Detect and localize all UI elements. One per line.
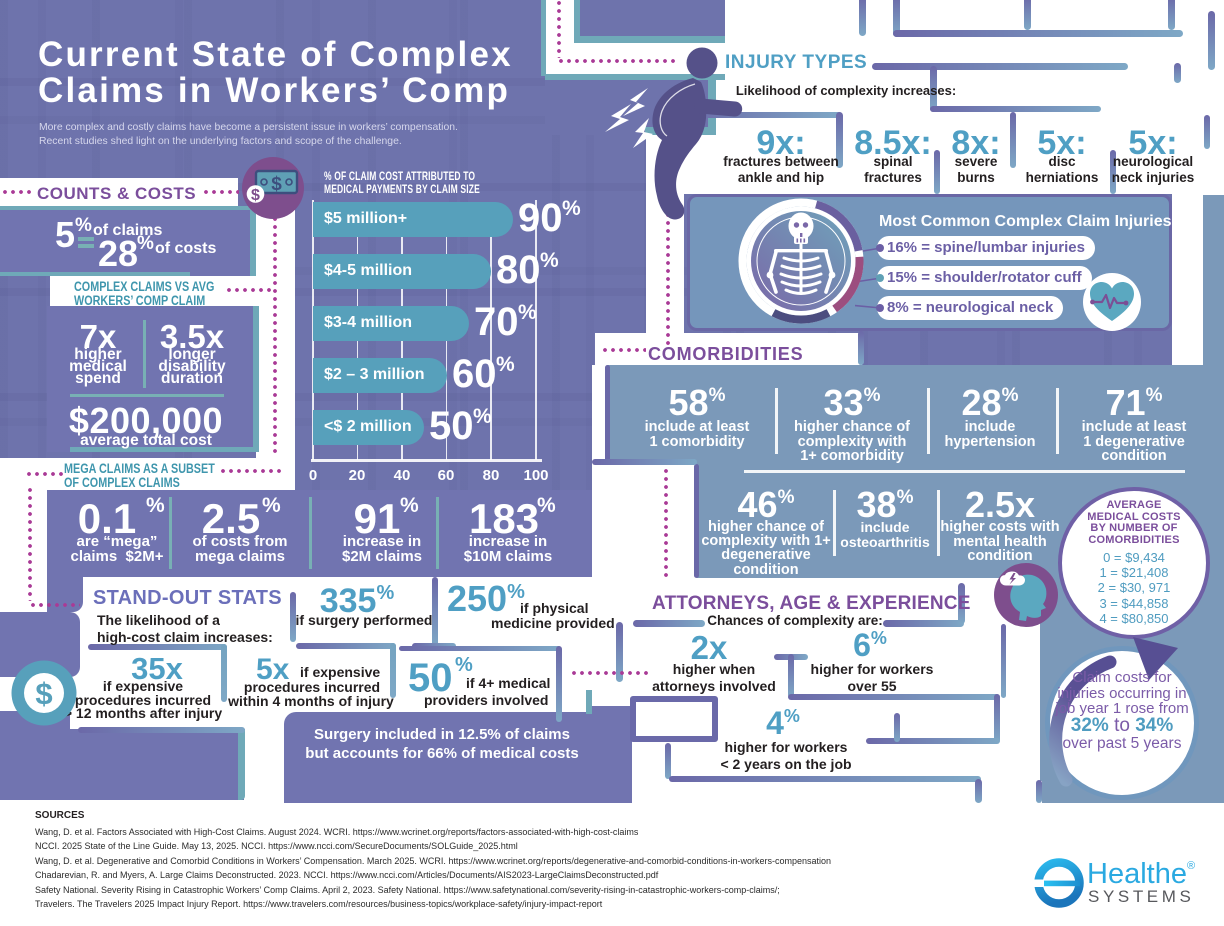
- svg-text:$: $: [271, 174, 282, 195]
- svg-text:$: $: [35, 676, 52, 711]
- svg-text:$: $: [251, 187, 260, 204]
